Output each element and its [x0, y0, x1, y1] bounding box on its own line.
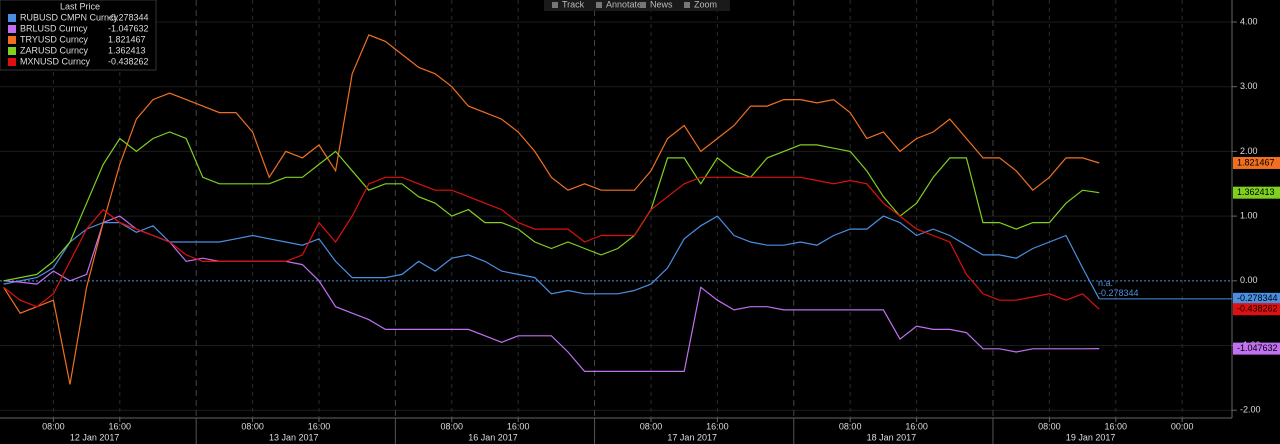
value-tag-label: -0.278344 [1237, 293, 1278, 303]
legend-value: -1.047632 [108, 23, 149, 33]
legend-value: 1.362413 [108, 45, 146, 55]
toolbar-icon [596, 2, 602, 8]
x-tick-label: 08:00 [241, 421, 264, 431]
legend-label: MXNUSD Curncy [20, 56, 91, 66]
y-tick-label: 0.00 [1240, 275, 1258, 285]
legend-value: -0.438262 [108, 56, 149, 66]
value-tag [1233, 186, 1280, 199]
plot-area [3, 34, 1100, 385]
legend-label: BRLUSD Curncy [20, 23, 88, 33]
y-tick-label: 1.00 [1240, 210, 1258, 220]
series-line [3, 215, 1100, 372]
x-tick-label: 08:00 [1038, 421, 1061, 431]
y-tick-label: -2.00 [1240, 405, 1261, 415]
legend-label: RUBUSD CMPN Curncy [20, 12, 119, 22]
x-tick-label: 00:00 [1171, 421, 1194, 431]
value-tag [1233, 292, 1280, 305]
toolbar-icon [640, 2, 646, 8]
x-tick-label: 16:00 [905, 421, 928, 431]
legend-box [0, 0, 157, 71]
toolbar: Track Annotate News Zoom [544, 0, 730, 11]
toolbar-icon [552, 2, 558, 8]
x-tick-label: 16:00 [1105, 421, 1128, 431]
x-group-label: 19 Jan 2017 [1066, 432, 1116, 442]
legend-value: 1.821467 [108, 34, 146, 44]
x-tick-label: 08:00 [42, 421, 65, 431]
value-tag [1233, 156, 1280, 169]
legend-label: ZARUSD Curncy [20, 45, 89, 55]
toolbar-icon [684, 2, 690, 8]
grid [0, 0, 1232, 418]
x-tick-label: 16:00 [507, 421, 530, 431]
legend-swatch [8, 14, 16, 22]
y-tick-label: 3.00 [1240, 81, 1258, 91]
legend-swatch [8, 47, 16, 55]
legend-value: -0.278344 [108, 12, 149, 22]
toolbar-button[interactable]: Zoom [694, 0, 717, 9]
x-group-label: 13 Jan 2017 [269, 432, 319, 442]
x-group-label: 16 Jan 2017 [468, 432, 518, 442]
x-tick-label: 08:00 [839, 421, 862, 431]
toolbar-bg [544, 0, 730, 11]
y-tick-label: 4.00 [1240, 16, 1258, 26]
toolbar-button[interactable]: News [650, 0, 673, 9]
value-tag-label: -1.047632 [1237, 343, 1278, 353]
series-line [3, 34, 1100, 385]
x-tick-label: 08:00 [441, 421, 464, 431]
y-tick-label: 2.00 [1240, 146, 1258, 156]
toolbar-button[interactable]: Track [562, 0, 585, 9]
toolbar-button[interactable]: Annotate [606, 0, 642, 9]
series-line [3, 131, 1100, 282]
x-tick-label: 16:00 [706, 421, 729, 431]
legend-title: Last Price [60, 1, 100, 11]
value-tag-label: 1.362413 [1237, 187, 1275, 197]
legend-label: TRYUSD Curncy [20, 34, 88, 44]
value-tag [1233, 303, 1280, 316]
x-tick-label: 16:00 [308, 421, 331, 431]
x-tick-label: 08:00 [640, 421, 663, 431]
value-tag [1233, 342, 1280, 355]
annotation-value: -0.278344 [1098, 288, 1139, 298]
legend-swatch [8, 58, 16, 66]
x-group-label: 17 Jan 2017 [667, 432, 717, 442]
legend-swatch [8, 25, 16, 33]
value-tag-label: 1.821467 [1237, 157, 1275, 167]
axis: -2.00-1.000.001.002.003.004.0008:0016:00… [42, 16, 1261, 444]
x-group-label: 18 Jan 2017 [867, 432, 917, 442]
value-tags: -0.278344n.a.-0.278344-1.0476321.8214671… [1098, 156, 1280, 355]
annotation: n.a. [1098, 278, 1113, 288]
legend: Last Price RUBUSD CMPN Curncy-0.278344 BR… [0, 0, 157, 71]
series-line [3, 176, 1100, 310]
legend-swatch [8, 36, 16, 44]
x-group-label: 12 Jan 2017 [70, 432, 120, 442]
series-line [3, 215, 1100, 300]
x-tick-label: 16:00 [109, 421, 132, 431]
value-tag-label: -0.438262 [1237, 304, 1278, 314]
